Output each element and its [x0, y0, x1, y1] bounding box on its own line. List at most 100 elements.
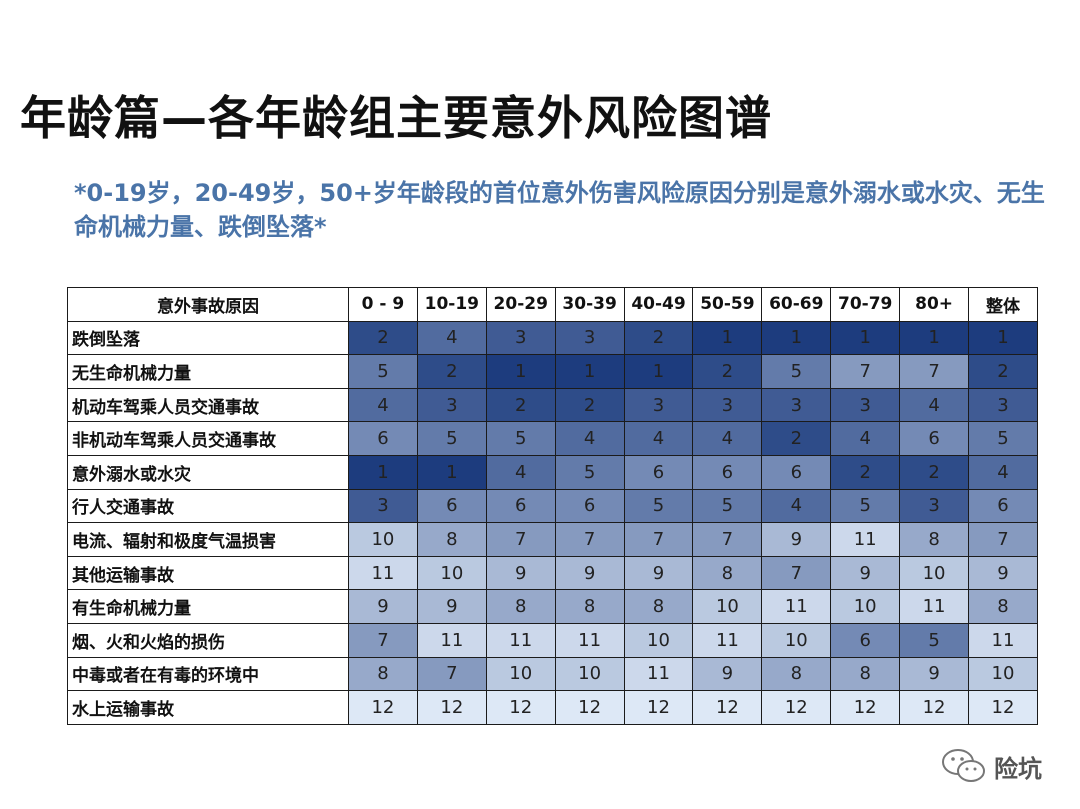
column-header-4: 40-49	[623, 287, 694, 322]
heat-cell: 1	[761, 320, 832, 356]
heat-cell: 2	[761, 421, 832, 456]
heat-cell: 2	[830, 454, 901, 490]
heat-cell: 8	[416, 522, 487, 557]
heat-cell: 9	[348, 589, 418, 624]
heat-cell: 8	[830, 656, 901, 692]
table-row: 意外溺水或水灾 1 1 4 5 6 6 6 2 2 4	[67, 454, 1038, 490]
table-row: 烟、火和火焰的损伤 7 11 11 11 10 11 10 6 5 11	[67, 622, 1038, 658]
heat-cell: 5	[899, 622, 970, 658]
heat-cell: 11	[348, 555, 418, 591]
table-row: 中毒或者在有毒的环境中 8 7 10 10 11 9 8 8 9 10	[67, 656, 1038, 692]
row-label: 行人交通事故	[67, 488, 349, 524]
column-header-8: 80+	[899, 287, 970, 322]
heat-cell: 12	[830, 690, 901, 725]
heat-cell: 6	[554, 488, 625, 524]
heat-cell: 2	[416, 354, 487, 389]
heat-cell: 12	[554, 690, 625, 725]
heat-cell: 3	[968, 387, 1038, 423]
heat-cell: 12	[623, 690, 694, 725]
heat-cell: 2	[485, 387, 556, 423]
heat-cell: 9	[830, 555, 901, 591]
heat-cell: 7	[968, 522, 1038, 557]
heat-cell: 4	[348, 387, 418, 423]
heat-cell: 6	[348, 421, 418, 456]
heat-cell: 7	[416, 656, 487, 692]
heat-cell: 11	[485, 622, 556, 658]
row-label: 中毒或者在有毒的环境中	[67, 656, 349, 692]
column-header-5: 50-59	[692, 287, 763, 322]
heat-cell: 1	[899, 320, 970, 356]
heat-cell: 9	[623, 555, 694, 591]
heat-cell: 4	[554, 421, 625, 456]
heat-cell: 4	[761, 488, 832, 524]
heat-cell: 8	[899, 522, 970, 557]
heat-cell: 4	[623, 421, 694, 456]
heat-cell: 8	[623, 589, 694, 624]
heat-cell: 11	[416, 622, 487, 658]
heat-cell: 8	[968, 589, 1038, 624]
watermark-text: 险坑	[994, 754, 1042, 783]
heat-cell: 12	[348, 690, 418, 725]
row-label: 其他运输事故	[67, 555, 349, 591]
heat-cell: 3	[761, 387, 832, 423]
row-label: 有生命机械力量	[67, 589, 349, 624]
heat-cell: 1	[416, 454, 487, 490]
heat-cell: 5	[485, 421, 556, 456]
table-row: 非机动车驾乘人员交通事故 6 5 5 4 4 4 2 4 6 5	[67, 421, 1038, 456]
heat-cell: 12	[485, 690, 556, 725]
heat-cell: 2	[899, 454, 970, 490]
heat-cell: 10	[554, 656, 625, 692]
heat-cell: 1	[623, 354, 694, 389]
row-label: 非机动车驾乘人员交通事故	[67, 421, 349, 456]
table-row: 跌倒坠落 2 4 3 3 2 1 1 1 1 1	[67, 320, 1038, 356]
heat-cell: 2	[968, 354, 1038, 389]
heat-cell: 1	[485, 354, 556, 389]
heat-cell: 3	[416, 387, 487, 423]
heat-cell: 10	[485, 656, 556, 692]
heat-cell: 8	[348, 656, 418, 692]
heat-cell: 12	[968, 690, 1038, 725]
heat-cell: 3	[623, 387, 694, 423]
column-header-9: 整体	[968, 287, 1038, 322]
heat-cell: 4	[830, 421, 901, 456]
heat-cell: 7	[692, 522, 763, 557]
heat-cell: 3	[899, 488, 970, 524]
heat-cell: 11	[899, 589, 970, 624]
row-label: 烟、火和火焰的损伤	[67, 622, 349, 658]
heat-cell: 10	[761, 622, 832, 658]
heat-cell: 8	[761, 656, 832, 692]
table-row: 有生命机械力量 9 9 8 8 8 10 11 10 11 8	[67, 589, 1038, 624]
heat-cell: 6	[692, 454, 763, 490]
heat-cell: 8	[554, 589, 625, 624]
heat-cell: 2	[623, 320, 694, 356]
row-label: 跌倒坠落	[67, 320, 349, 356]
page-title: 年龄篇—各年龄组主要意外风险图谱	[20, 91, 772, 145]
heat-cell: 5	[761, 354, 832, 389]
row-label: 电流、辐射和极度气温损害	[67, 522, 349, 557]
heat-cell: 5	[416, 421, 487, 456]
heat-cell: 5	[968, 421, 1038, 456]
heat-cell: 11	[554, 622, 625, 658]
heat-cell: 10	[899, 555, 970, 591]
heat-cell: 3	[485, 320, 556, 356]
heat-cell: 9	[968, 555, 1038, 591]
heat-cell: 12	[761, 690, 832, 725]
page-subtitle: *0-19岁，20-49岁，50+岁年龄段的首位意外伤害风险原因分别是意外溺水或…	[74, 179, 1045, 241]
table-row: 机动车驾乘人员交通事故 4 3 2 2 3 3 3 3 4 3	[67, 387, 1038, 423]
heat-cell: 8	[485, 589, 556, 624]
heat-cell: 7	[761, 555, 832, 591]
column-header-2: 20-29	[485, 287, 556, 322]
heat-cell: 3	[830, 387, 901, 423]
heat-cell: 10	[830, 589, 901, 624]
heat-cell: 5	[830, 488, 901, 524]
row-label: 水上运输事故	[67, 690, 349, 725]
column-header-1: 10-19	[416, 287, 487, 322]
heat-cell: 2	[554, 387, 625, 423]
heat-cell: 10	[416, 555, 487, 591]
column-header-3: 30-39	[554, 287, 625, 322]
heat-cell: 4	[899, 387, 970, 423]
heat-cell: 4	[485, 454, 556, 490]
heat-cell: 9	[485, 555, 556, 591]
heat-cell: 4	[416, 320, 487, 356]
heat-cell: 9	[761, 522, 832, 557]
